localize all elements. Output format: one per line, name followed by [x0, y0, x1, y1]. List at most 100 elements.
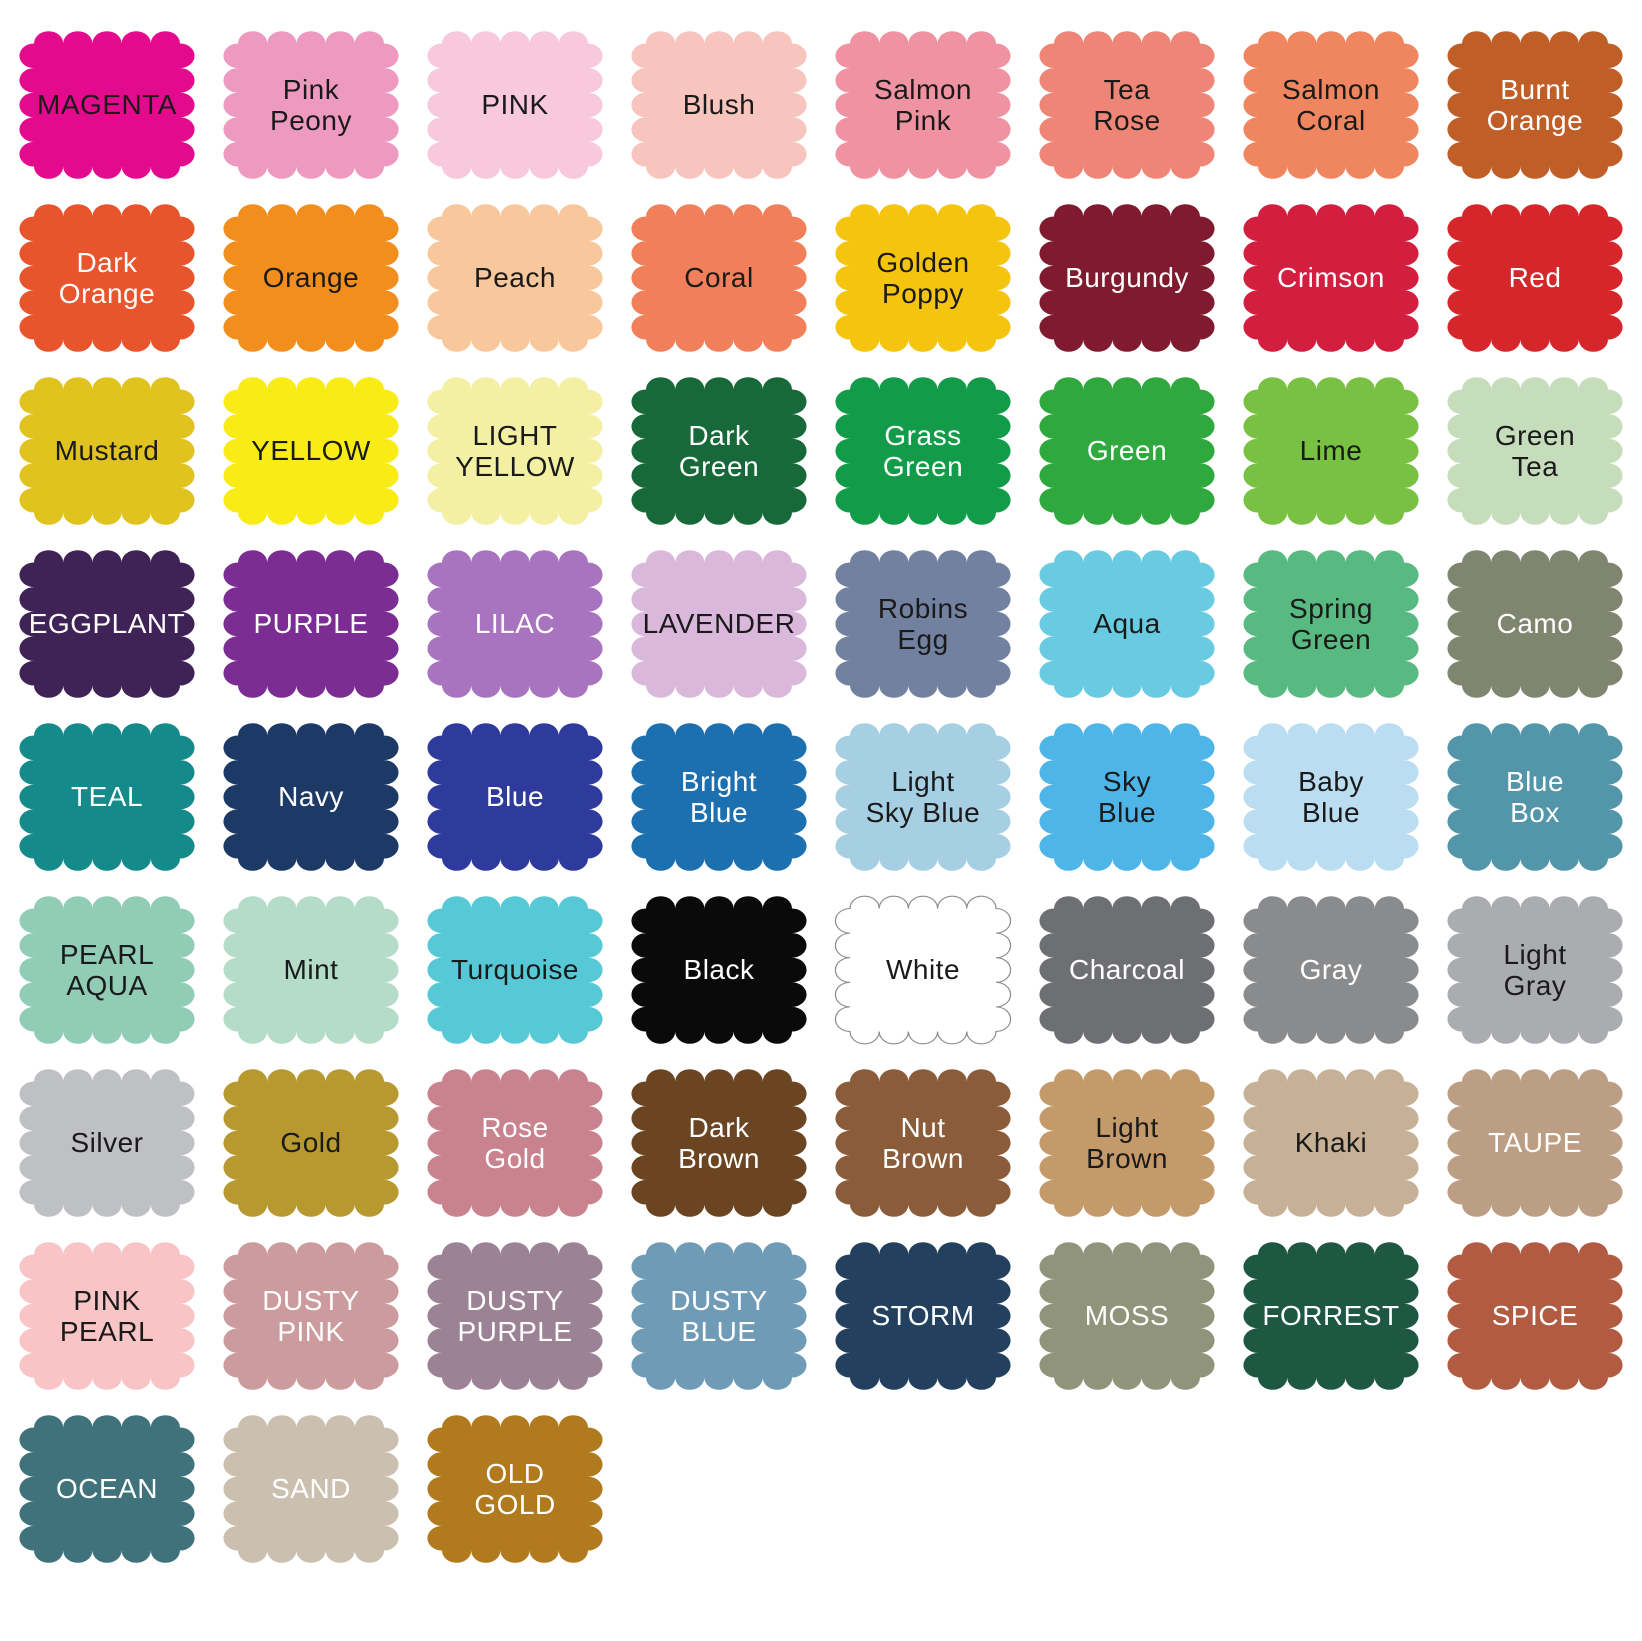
color-swatch-ocean: OCEAN: [18, 1414, 196, 1564]
color-swatch-label: Navy: [278, 781, 344, 813]
scalloped-square-shape: [19, 550, 195, 698]
color-swatch-light-brown: Light Brown: [1038, 1068, 1216, 1218]
scalloped-square-shape: [835, 204, 1011, 352]
color-swatch-spice: SPICE: [1446, 1241, 1624, 1391]
scalloped-square-shape: [1447, 896, 1623, 1044]
scalloped-square-shape: [1447, 1242, 1623, 1390]
color-swatch-label: Orange: [262, 262, 360, 294]
color-swatch-red: Red: [1446, 203, 1624, 353]
color-swatch-moss: MOSS: [1038, 1241, 1216, 1391]
color-swatch-eggplant: EGGPLANT: [18, 549, 196, 699]
color-swatch-golden-poppy: Golden Poppy: [834, 203, 1012, 353]
color-swatch-label: Blue Box: [1505, 765, 1565, 828]
color-swatch-label: Dark Brown: [678, 1111, 760, 1174]
color-swatch-label: Red: [1508, 262, 1562, 294]
scalloped-square-shape: [835, 31, 1011, 179]
scalloped-square-shape: [834, 895, 1012, 1045]
color-swatch-taupe: TAUPE: [1446, 1068, 1624, 1218]
color-swatch-label: Blue: [485, 781, 545, 813]
scalloped-square-shape: [631, 896, 807, 1044]
color-swatch-old-gold: OLD GOLD: [426, 1414, 604, 1564]
color-swatch-label: OLD GOLD: [474, 1457, 556, 1520]
color-swatch-mustard: Mustard: [18, 376, 196, 526]
scalloped-square-shape: [631, 377, 807, 525]
color-swatch-label: PINK PEARL: [59, 1284, 155, 1347]
color-swatch-label: Lime: [1299, 435, 1363, 467]
color-swatch-label: Bright Blue: [680, 765, 758, 828]
scalloped-square-shape: [1243, 550, 1419, 698]
color-swatch-dusty-purple: DUSTY PURPLE: [426, 1241, 604, 1391]
color-swatch-pink-peony: Pink Peony: [222, 30, 400, 180]
color-swatch-gold: Gold: [222, 1068, 400, 1218]
color-swatch-lilac: LILAC: [426, 549, 604, 699]
color-swatch-label: SPICE: [1491, 1300, 1579, 1332]
color-swatch-baby-blue: Baby Blue: [1242, 722, 1420, 872]
color-swatch-label: Dark Green: [678, 419, 760, 482]
color-swatch-label: Silver: [70, 1127, 144, 1159]
scalloped-square-shape: [1039, 550, 1215, 698]
color-swatch-pink: PINK: [426, 30, 604, 180]
color-swatch-coral: Coral: [630, 203, 808, 353]
color-swatch-black: Black: [630, 895, 808, 1045]
scalloped-square-shape: [1447, 377, 1623, 525]
color-swatch-label: Pink Peony: [270, 73, 352, 136]
scalloped-square-shape: [427, 31, 603, 179]
color-swatch-salmon-coral: Salmon Coral: [1242, 30, 1420, 180]
color-swatch-label: Gray: [1299, 954, 1363, 986]
color-swatch-label: FORREST: [1262, 1300, 1400, 1332]
scalloped-square-shape: [1039, 723, 1215, 871]
color-swatch-label: Nut Brown: [882, 1111, 964, 1174]
color-swatch-grid: MAGENTA Pink Peony PINK Blush Salmon Pin…: [18, 30, 1624, 1564]
color-swatch-label: Salmon Coral: [1282, 73, 1380, 136]
color-swatch-label: Black: [683, 954, 755, 986]
scalloped-square-shape: [1039, 1069, 1215, 1217]
scalloped-square-shape: [223, 723, 399, 871]
color-swatch-label: Salmon Pink: [874, 73, 972, 136]
color-swatch-label: DUSTY PINK: [262, 1284, 360, 1347]
color-swatch-label: LILAC: [474, 608, 556, 640]
scalloped-square-shape: [1039, 204, 1215, 352]
color-swatch-pearl-aqua: PEARL AQUA: [18, 895, 196, 1045]
color-swatch-label: MOSS: [1084, 1300, 1170, 1332]
color-swatch-light-sky-blue: Light Sky Blue: [834, 722, 1012, 872]
color-swatch-label: Golden Poppy: [876, 246, 970, 309]
scalloped-square-shape: [1243, 896, 1419, 1044]
color-swatch-blush: Blush: [630, 30, 808, 180]
color-swatch-light-yellow: LIGHT YELLOW: [426, 376, 604, 526]
color-swatch-label: Coral: [684, 262, 754, 294]
scalloped-square-shape: [427, 1242, 603, 1390]
scalloped-square-shape: [223, 377, 399, 525]
scalloped-square-shape: [223, 1415, 399, 1563]
color-swatch-robins-egg: Robins Egg: [834, 549, 1012, 699]
color-swatch-label: Light Gray: [1503, 938, 1567, 1001]
color-swatch-label: Gold: [280, 1127, 342, 1159]
scalloped-square-shape: [1039, 896, 1215, 1044]
color-swatch-label: Camo: [1496, 608, 1574, 640]
scalloped-square-shape: [223, 550, 399, 698]
color-swatch-label: Blush: [682, 89, 756, 121]
color-swatch-lime: Lime: [1242, 376, 1420, 526]
scalloped-square-shape: [427, 550, 603, 698]
color-swatch-label: LAVENDER: [642, 608, 796, 640]
color-swatch-green-tea: Green Tea: [1446, 376, 1624, 526]
color-swatch-label: Grass Green: [882, 419, 964, 482]
color-swatch-label: Aqua: [1093, 608, 1161, 640]
color-swatch-orange: Orange: [222, 203, 400, 353]
color-swatch-label: Charcoal: [1068, 954, 1186, 986]
color-swatch-label: Spring Green: [1289, 592, 1373, 655]
color-swatch-burgundy: Burgundy: [1038, 203, 1216, 353]
color-swatch-label: TAUPE: [1488, 1127, 1582, 1159]
color-swatch-white: White: [834, 895, 1012, 1045]
scalloped-square-shape: [223, 1069, 399, 1217]
color-swatch-label: LIGHT YELLOW: [455, 419, 575, 482]
scalloped-square-shape: [1243, 204, 1419, 352]
scalloped-square-shape: [1039, 31, 1215, 179]
scalloped-square-shape: [1243, 723, 1419, 871]
scalloped-square-shape: [631, 31, 807, 179]
scalloped-square-shape: [19, 1415, 195, 1563]
scalloped-square-shape: [631, 204, 807, 352]
scalloped-square-shape: [1243, 1069, 1419, 1217]
color-swatch-label: DUSTY PURPLE: [457, 1284, 573, 1347]
color-swatch-label: Rose Gold: [481, 1111, 549, 1174]
color-swatch-lavender: LAVENDER: [630, 549, 808, 699]
